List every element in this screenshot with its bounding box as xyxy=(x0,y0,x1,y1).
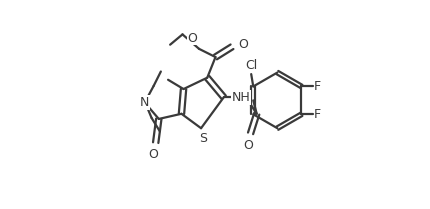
Text: S: S xyxy=(199,132,207,145)
Text: O: O xyxy=(148,148,158,161)
Text: O: O xyxy=(187,32,197,45)
Text: Cl: Cl xyxy=(245,59,257,72)
Text: O: O xyxy=(243,139,253,152)
Text: N: N xyxy=(139,96,149,109)
Text: NH: NH xyxy=(231,91,250,104)
Text: F: F xyxy=(313,80,320,93)
Text: O: O xyxy=(238,38,248,51)
Text: F: F xyxy=(313,108,320,121)
